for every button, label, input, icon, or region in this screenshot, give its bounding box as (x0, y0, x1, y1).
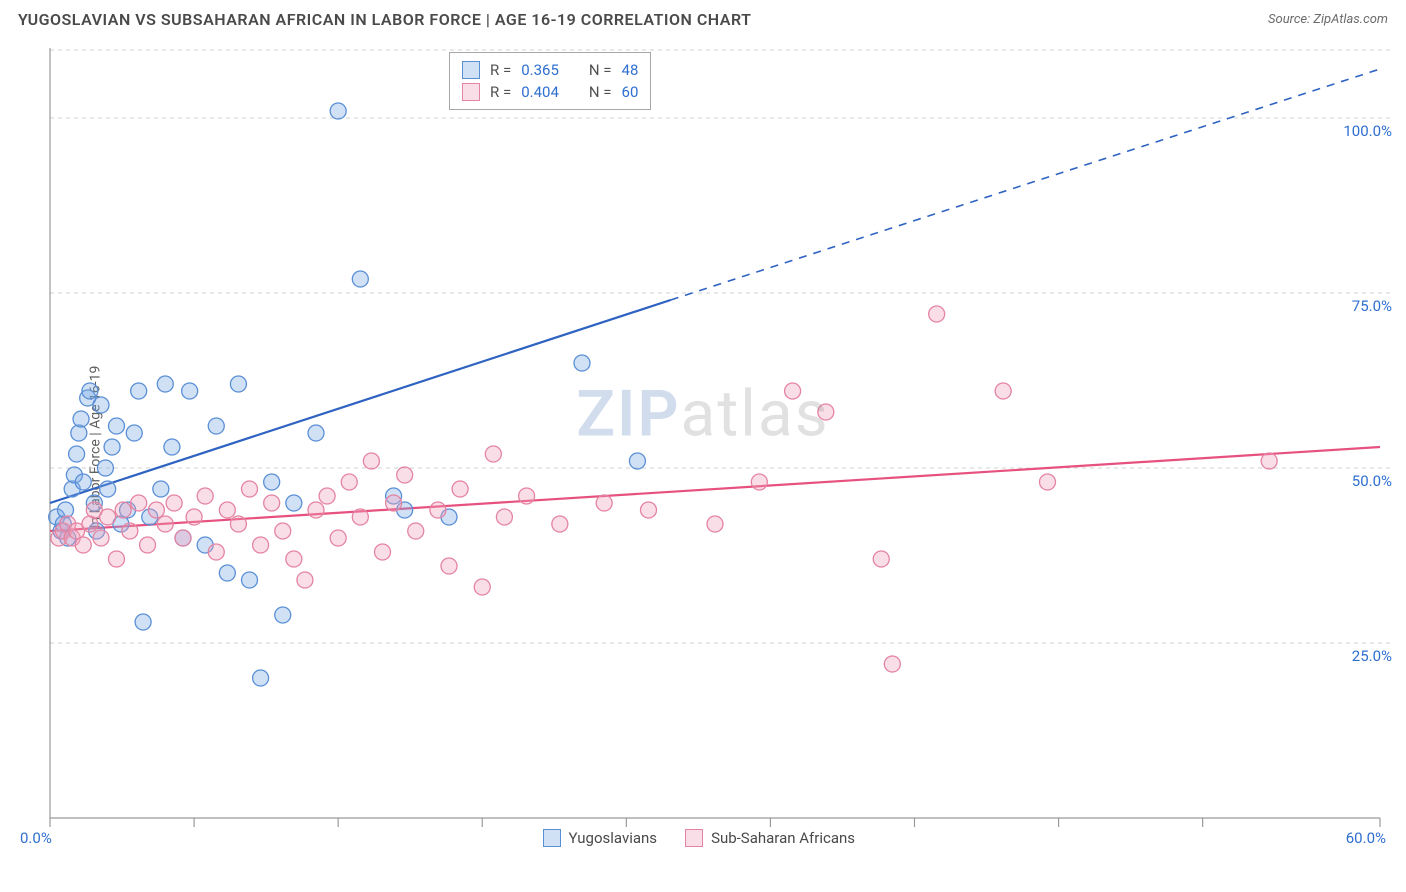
chart-title: YUGOSLAVIAN VS SUBSAHARAN AFRICAN IN LAB… (18, 10, 751, 29)
x-axis-min-label: 0.0% (20, 829, 52, 847)
series-legend: Yugoslavians Sub-Saharan Africans (543, 829, 855, 847)
series-legend-label: Sub-Saharan Africans (711, 829, 855, 847)
correlation-legend-row: R = 0.365 N = 48 (462, 59, 638, 81)
legend-n-value: 60 (622, 81, 639, 103)
x-axis-max-label: 60.0% (1346, 829, 1386, 847)
legend-r-value: 0.365 (521, 59, 559, 81)
legend-r-value: 0.404 (521, 81, 559, 103)
y-tick-label: 25.0% (1352, 647, 1392, 665)
series-legend-label: Yugoslavians (569, 829, 658, 847)
correlation-legend-row: R = 0.404 N = 60 (462, 81, 638, 103)
chart-area: In Labor Force | Age 16-19 ZIPatlas R =0… (0, 38, 1406, 856)
y-tick-label: 100.0% (1343, 122, 1392, 140)
legend-swatch (543, 829, 561, 847)
legend-r-label: R = (490, 59, 511, 81)
chart-header: YUGOSLAVIAN VS SUBSAHARAN AFRICAN IN LAB… (0, 0, 1406, 35)
legend-swatch (462, 83, 480, 101)
y-tick-label: 75.0% (1352, 297, 1392, 315)
legend-r-label: R = (490, 81, 511, 103)
scatter-plot-svg (0, 38, 1406, 856)
legend-n-label: N = (589, 81, 612, 103)
legend-n-value: 48 (622, 59, 639, 81)
y-tick-label: 50.0% (1352, 472, 1392, 490)
legend-swatch (462, 61, 480, 79)
footer-legend: 0.0% Yugoslavians Sub-Saharan Africans 60… (0, 820, 1406, 856)
legend-n-label: N = (589, 59, 612, 81)
series-legend-item: Sub-Saharan Africans (685, 829, 855, 847)
series-legend-item: Yugoslavians (543, 829, 658, 847)
chart-source: Source: ZipAtlas.com (1268, 12, 1388, 27)
correlation-legend: R = 0.365 N = 48 R = 0.404 N = 60 (449, 52, 651, 110)
legend-swatch (685, 829, 703, 847)
